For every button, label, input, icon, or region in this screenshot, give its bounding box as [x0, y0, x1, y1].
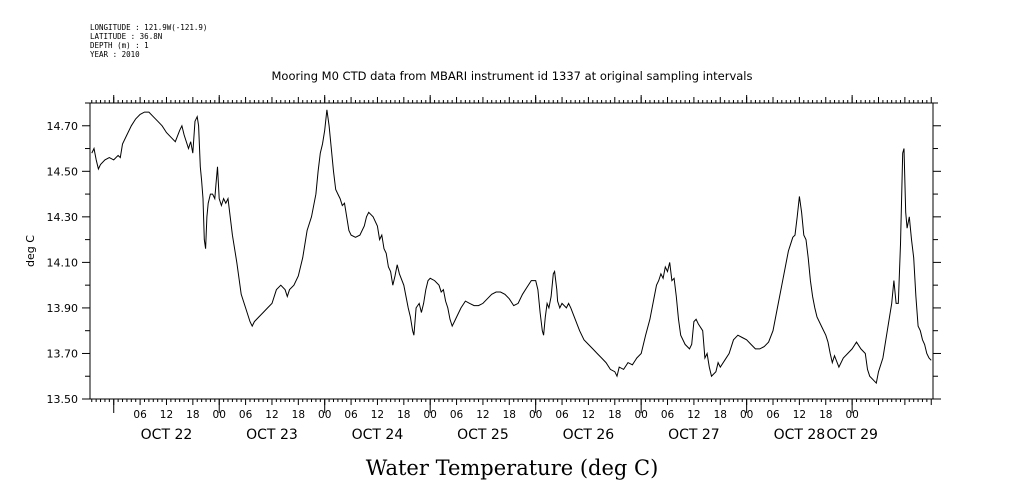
x-hour-label: 18 — [397, 409, 410, 421]
x-axis-label: Water Temperature (deg C) — [366, 456, 659, 480]
x-day-label: OCT 26 — [563, 427, 615, 443]
x-hour-label: 18 — [186, 409, 199, 421]
y-tick-label: 14.30 — [47, 211, 79, 224]
x-hour-label: 00 — [318, 409, 331, 421]
x-hour-label: 06 — [661, 409, 675, 421]
x-hour-label: 00 — [845, 409, 858, 421]
x-day-label: OCT 24 — [352, 427, 404, 443]
x-day-label: OCT 22 — [141, 427, 193, 443]
x-tick-labels: 06 12 18 00 06 12 18 00 06 12 18 00 06 12 18 00 06 12 18 00… — [133, 409, 878, 443]
x-day-label: OCT 29 — [826, 427, 878, 443]
header-year: YEAR : 2010 — [90, 50, 140, 59]
x-day-label: OCT 27 — [668, 427, 720, 443]
x-hour-label: 06 — [555, 409, 569, 421]
x-hour-label: 00 — [213, 409, 226, 421]
x-hour-label: 12 — [582, 409, 595, 421]
x-hour-label: 18 — [503, 409, 516, 421]
y-tick-label: 13.70 — [47, 347, 79, 360]
y-tick-label: 14.50 — [47, 165, 79, 178]
x-hour-label: 06 — [766, 409, 780, 421]
x-hour-label: 12 — [476, 409, 489, 421]
x-hour-label: 00 — [529, 409, 542, 421]
x-day-label: OCT 28 — [774, 427, 826, 443]
x-hour-label: 18 — [819, 409, 832, 421]
y-tick-label: 13.90 — [47, 302, 79, 315]
x-hour-label: 06 — [239, 409, 253, 421]
y-tick-labels: 13.50 13.70 13.90 14.10 14.30 14.50 14.70 — [47, 120, 79, 406]
x-hour-label: 18 — [608, 409, 621, 421]
chart-title: Mooring M0 CTD data from MBARI instrumen… — [272, 69, 753, 83]
temperature-series-line — [91, 109, 932, 385]
plot-frame — [89, 102, 934, 400]
y-axis-label: deg C — [24, 235, 37, 267]
x-day-label: OCT 25 — [457, 427, 509, 443]
x-hour-label: 06 — [450, 409, 464, 421]
x-hour-label: 06 — [133, 409, 147, 421]
x-hour-label: 00 — [740, 409, 753, 421]
y-tick-label: 14.70 — [47, 120, 79, 133]
y-tick-label: 14.10 — [47, 256, 79, 269]
x-hour-label: 00 — [424, 409, 437, 421]
header-longitude: LONGITUDE : 121.9W(-121.9) — [90, 23, 207, 32]
x-hour-label: 06 — [344, 409, 358, 421]
x-hour-label: 12 — [371, 409, 384, 421]
x-hour-label: 12 — [687, 409, 700, 421]
x-hour-label: 00 — [634, 409, 647, 421]
x-hour-label: 12 — [265, 409, 278, 421]
header-depth: DEPTH (m) : 1 — [90, 41, 149, 50]
tick-marks — [82, 95, 941, 413]
header-latitude: LATITUDE : 36.8N — [90, 32, 162, 41]
x-hour-label: 18 — [714, 409, 727, 421]
x-hour-label: 12 — [793, 409, 806, 421]
x-hour-label: 12 — [160, 409, 173, 421]
y-tick-label: 13.50 — [47, 393, 79, 406]
x-day-label: OCT 23 — [246, 427, 298, 443]
x-hour-label: 18 — [292, 409, 305, 421]
